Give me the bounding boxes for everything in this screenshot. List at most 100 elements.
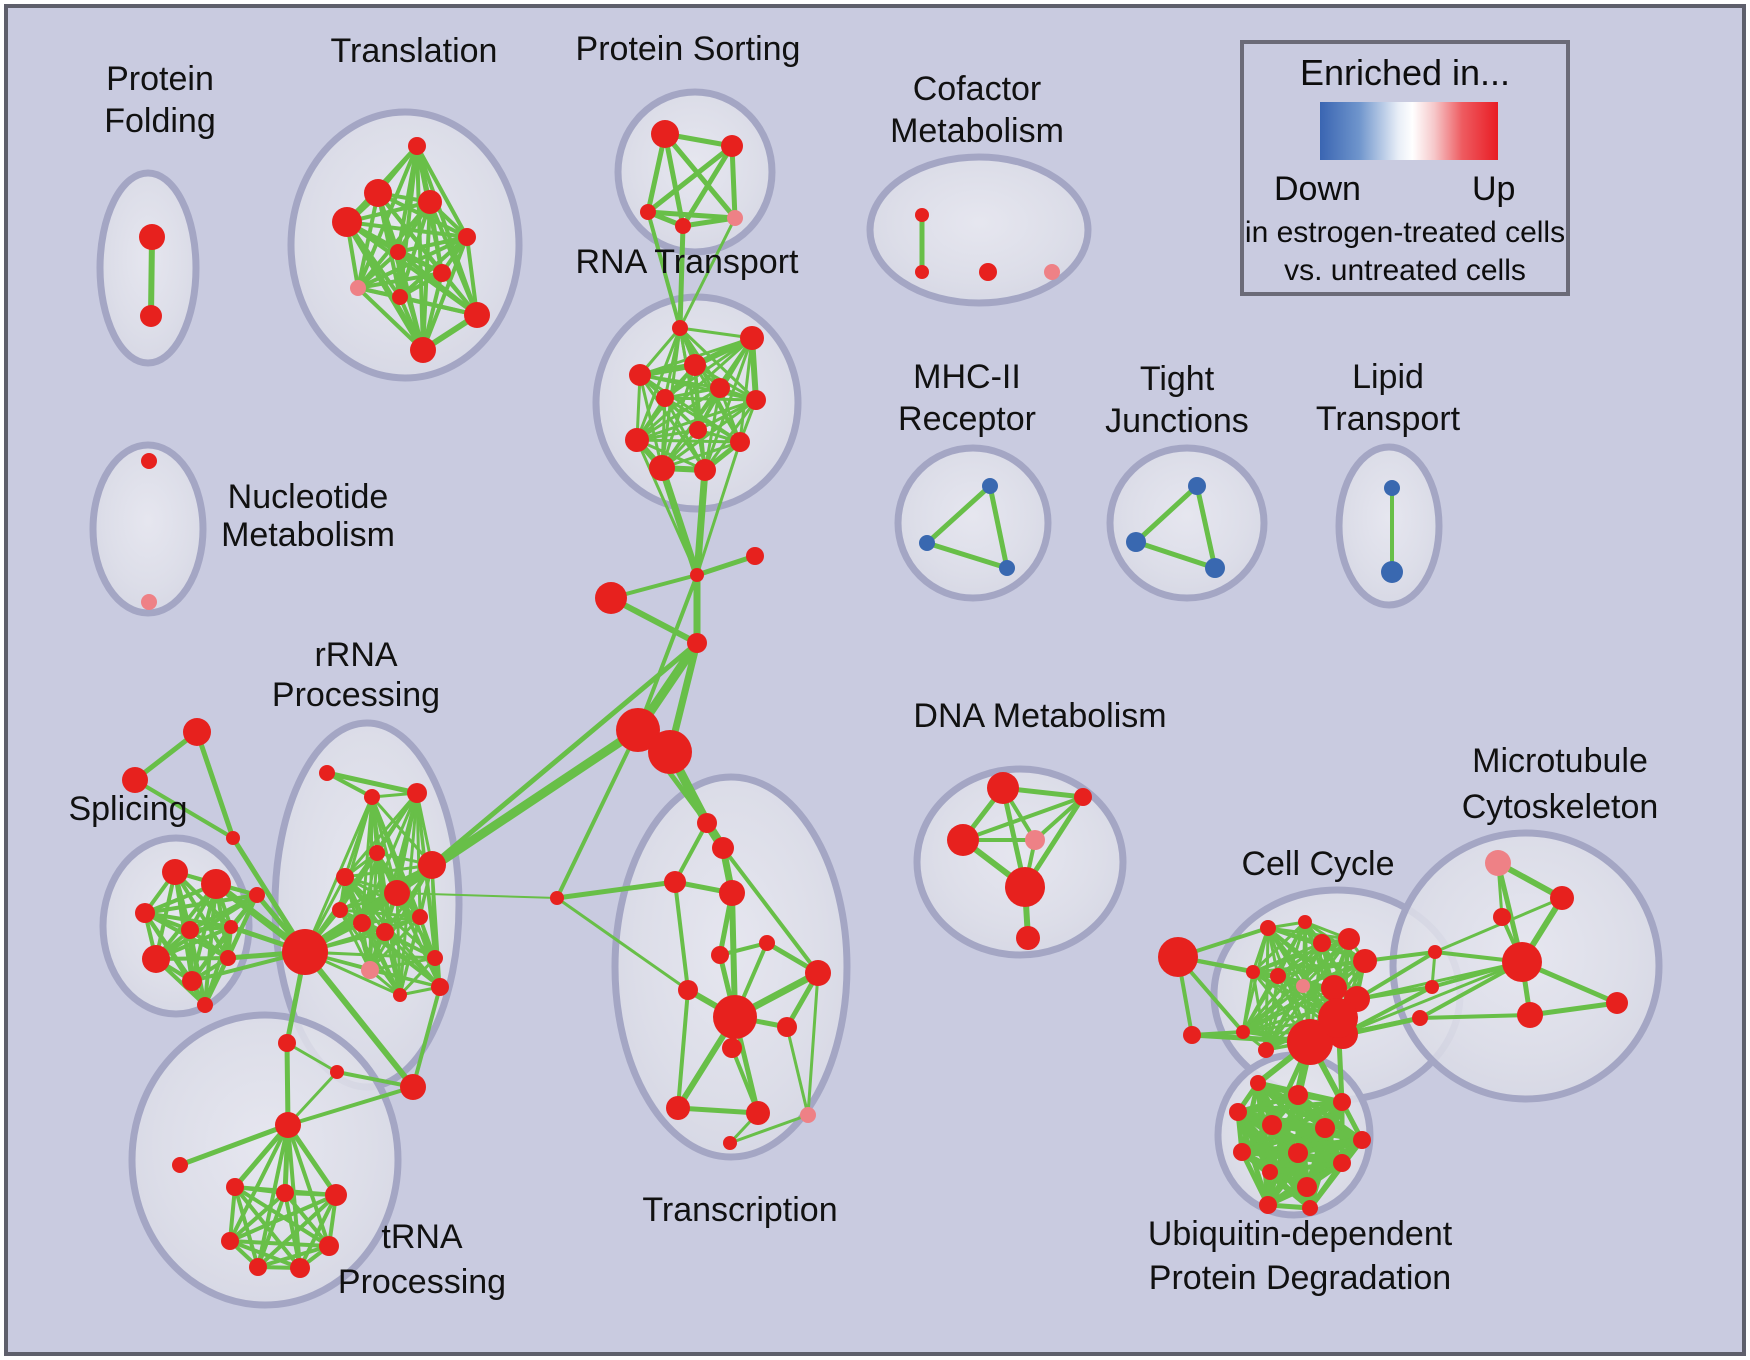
network-node[interactable] (1288, 1143, 1308, 1163)
network-node[interactable] (1517, 1002, 1543, 1028)
network-node[interactable] (384, 880, 410, 906)
network-node[interactable] (694, 459, 716, 481)
network-node[interactable] (800, 1107, 816, 1123)
network-node[interactable] (684, 354, 706, 376)
network-node[interactable] (226, 1178, 244, 1196)
network-node[interactable] (712, 837, 734, 859)
network-node[interactable] (350, 280, 366, 296)
network-node[interactable] (135, 903, 155, 923)
network-node[interactable] (332, 902, 348, 918)
network-node[interactable] (675, 218, 691, 234)
network-node[interactable] (746, 547, 764, 565)
network-node[interactable] (1384, 480, 1400, 496)
network-node[interactable] (947, 824, 979, 856)
network-node[interactable] (710, 378, 730, 398)
network-node[interactable] (290, 1258, 310, 1278)
network-node[interactable] (1428, 945, 1442, 959)
network-node[interactable] (122, 767, 148, 793)
network-node[interactable] (979, 263, 997, 281)
network-node[interactable] (1313, 934, 1331, 952)
network-node[interactable] (1205, 558, 1225, 578)
network-node[interactable] (1296, 979, 1310, 993)
network-node[interactable] (407, 783, 427, 803)
network-node[interactable] (713, 995, 757, 1039)
network-node[interactable] (376, 923, 394, 941)
network-node[interactable] (919, 535, 935, 551)
network-node[interactable] (325, 1184, 347, 1206)
network-node[interactable] (418, 190, 442, 214)
network-node[interactable] (722, 1038, 742, 1058)
network-node[interactable] (721, 135, 743, 157)
network-node[interactable] (1297, 1177, 1317, 1197)
network-node[interactable] (687, 633, 707, 653)
network-node[interactable] (140, 305, 162, 327)
network-node[interactable] (141, 453, 157, 469)
network-node[interactable] (390, 244, 406, 260)
network-node[interactable] (319, 765, 335, 781)
network-node[interactable] (201, 869, 231, 899)
network-node[interactable] (727, 210, 743, 226)
network-node[interactable] (616, 708, 660, 752)
network-node[interactable] (364, 179, 392, 207)
network-node[interactable] (805, 960, 831, 986)
network-node[interactable] (330, 1065, 344, 1079)
network-node[interactable] (1338, 928, 1360, 950)
network-node[interactable] (746, 1101, 770, 1125)
network-node[interactable] (364, 789, 380, 805)
network-node[interactable] (672, 320, 688, 336)
network-node[interactable] (1074, 788, 1092, 806)
network-node[interactable] (1321, 975, 1347, 1001)
network-node[interactable] (410, 337, 436, 363)
network-node[interactable] (625, 428, 649, 452)
network-node[interactable] (1044, 264, 1060, 280)
network-node[interactable] (719, 880, 745, 906)
network-node[interactable] (249, 887, 265, 903)
network-node[interactable] (915, 208, 929, 222)
network-node[interactable] (226, 831, 240, 845)
network-node[interactable] (1412, 1010, 1428, 1026)
network-node[interactable] (1485, 850, 1511, 876)
network-node[interactable] (221, 1232, 239, 1250)
network-node[interactable] (1188, 477, 1206, 495)
network-node[interactable] (392, 289, 408, 305)
network-node[interactable] (183, 718, 211, 746)
network-node[interactable] (648, 730, 692, 774)
network-node[interactable] (1550, 886, 1574, 910)
network-node[interactable] (1258, 1042, 1274, 1058)
network-node[interactable] (275, 1112, 301, 1138)
network-node[interactable] (276, 1184, 294, 1202)
network-node[interactable] (1298, 915, 1312, 929)
network-node[interactable] (1318, 998, 1358, 1038)
network-node[interactable] (282, 929, 328, 975)
network-node[interactable] (1246, 965, 1260, 979)
network-node[interactable] (1229, 1103, 1247, 1121)
network-node[interactable] (1262, 1164, 1278, 1180)
network-node[interactable] (678, 980, 698, 1000)
network-node[interactable] (1493, 908, 1511, 926)
network-node[interactable] (730, 432, 750, 452)
network-node[interactable] (1606, 992, 1628, 1014)
network-node[interactable] (431, 978, 449, 996)
network-node[interactable] (464, 302, 490, 328)
network-node[interactable] (649, 455, 675, 481)
network-node[interactable] (182, 971, 202, 991)
network-node[interactable] (666, 1096, 690, 1120)
network-node[interactable] (278, 1034, 296, 1052)
network-node[interactable] (1233, 1143, 1251, 1161)
network-node[interactable] (1250, 1075, 1266, 1091)
network-node[interactable] (689, 421, 707, 439)
network-node[interactable] (1183, 1026, 1201, 1044)
network-node[interactable] (595, 582, 627, 614)
network-node[interactable] (1288, 1085, 1308, 1105)
network-node[interactable] (1425, 980, 1439, 994)
network-node[interactable] (987, 772, 1019, 804)
network-node[interactable] (162, 859, 188, 885)
network-node[interactable] (656, 389, 674, 407)
network-node[interactable] (1262, 1115, 1282, 1135)
network-node[interactable] (224, 920, 238, 934)
network-node[interactable] (740, 326, 764, 350)
network-node[interactable] (746, 390, 766, 410)
network-node[interactable] (400, 1074, 426, 1100)
network-node[interactable] (353, 914, 371, 932)
network-node[interactable] (412, 909, 428, 925)
